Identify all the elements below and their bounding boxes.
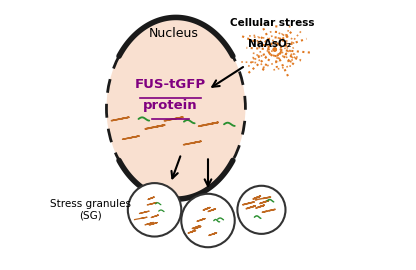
Text: Nucleus: Nucleus xyxy=(149,27,198,40)
Text: Cellular stress: Cellular stress xyxy=(230,18,314,28)
Text: Stress granules
(SG): Stress granules (SG) xyxy=(50,199,131,221)
Circle shape xyxy=(128,183,181,237)
Circle shape xyxy=(181,194,235,247)
Text: NaAsO₂: NaAsO₂ xyxy=(248,39,291,49)
Text: FUS-tGFP: FUS-tGFP xyxy=(135,78,206,91)
Ellipse shape xyxy=(106,18,245,199)
Circle shape xyxy=(238,186,285,234)
Text: protein: protein xyxy=(143,99,198,112)
